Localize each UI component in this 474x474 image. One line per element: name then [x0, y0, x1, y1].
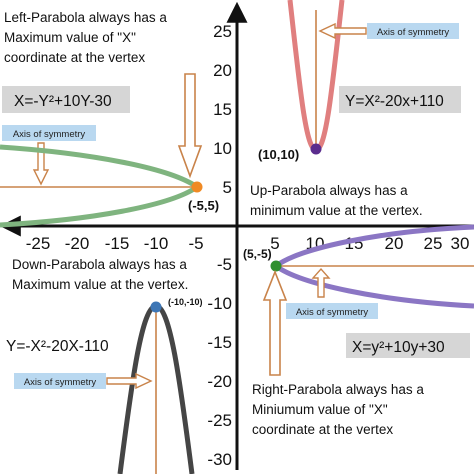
right-vertex-point [270, 260, 282, 272]
y-tick-label: 5 [223, 178, 232, 197]
y-tick-label: 15 [213, 100, 232, 119]
right-vertex-pointer-arrow [262, 269, 288, 376]
up-note-line: Up-Parabola always has a [250, 183, 408, 198]
y-tick-label: -20 [207, 372, 232, 391]
x-tick-label: -20 [65, 234, 90, 253]
up-axis-label-box [367, 23, 459, 39]
y-tick-label: 10 [213, 139, 232, 158]
left-note-line: Maximum value of "X" [4, 30, 136, 45]
y-tick-label: 25 [213, 22, 232, 41]
up-equation: Y=X²-20x+110 [345, 93, 444, 110]
left-axis-label: Axis of symmetry [13, 129, 86, 140]
right-equation: X=y²+10y+30 [352, 339, 445, 356]
up-equation-box [339, 86, 461, 113]
down-axis-pointer-arrow [106, 372, 153, 390]
right-note-line: Right-Parabola always has a [252, 382, 424, 397]
down-axis-label: Axis of symmetry [24, 377, 97, 388]
right-axis-pointer-arrow [311, 267, 331, 298]
left-equation-box [2, 86, 130, 113]
up-note-line: minimum value at the vertex. [250, 203, 423, 218]
right-axis-label: Axis of symmetry [296, 307, 369, 318]
left-vertex-point [191, 181, 203, 193]
down-equation: Y=-X²-20X-110 [6, 338, 109, 355]
x-tick-label: 5 [270, 234, 279, 253]
y-tick-label: -30 [207, 450, 232, 469]
left-note-line: Left-Parabola always has a [4, 10, 167, 25]
right-note-line: coordinate at the vertex [252, 422, 393, 437]
down-note-line: Down-Parabola always has a [12, 257, 187, 272]
left-axis-pointer-arrow [32, 142, 50, 186]
y-tick-label: -25 [207, 411, 232, 430]
y-tick-label: -5 [217, 255, 232, 274]
x-tick-label: -10 [144, 234, 169, 253]
up-axis-label: Axis of symmetry [377, 27, 450, 38]
left-equation: X=-Y²+10Y-30 [14, 93, 112, 110]
left-note-line: coordinate at the vertex [4, 50, 145, 65]
y-tick-label: -15 [207, 333, 232, 352]
left-vertex-pointer-arrow [177, 73, 203, 179]
down-vertex-point [150, 301, 162, 313]
x-tick-label: -25 [26, 234, 51, 253]
left-parabola-curve [0, 144, 202, 228]
down-axis-label-box [14, 373, 106, 389]
down-equation-box [2, 332, 114, 357]
y-tick-label: -10 [207, 294, 232, 313]
up-vertex-point [310, 143, 322, 155]
down-note-line: Maximum value at the vertex. [12, 277, 188, 292]
x-tick-label: 30 [451, 234, 470, 253]
x-tick-label: -5 [188, 234, 203, 253]
right-note-line: Miniumum value of "X" [252, 402, 388, 417]
down-vertex-label: (-10,-10) [168, 297, 203, 307]
right-equation-box [346, 333, 470, 358]
x-tick-label: 20 [385, 234, 404, 253]
y-tick-label: 20 [213, 61, 232, 80]
left-axis-label-box [2, 125, 96, 141]
x-tick-label: 25 [424, 234, 443, 253]
up-vertex-label: (10,10) [258, 147, 299, 162]
y-tick-labels: 25 20 15 10 5 -5 -10 -15 -20 -25 -30 [207, 22, 232, 469]
left-vertex-label: (-5,5) [188, 198, 219, 213]
up-axis-pointer-arrow [318, 22, 367, 40]
right-axis-label-box [286, 303, 378, 319]
right-vertex-label: (5,-5) [243, 247, 272, 261]
x-tick-label: -15 [105, 234, 130, 253]
